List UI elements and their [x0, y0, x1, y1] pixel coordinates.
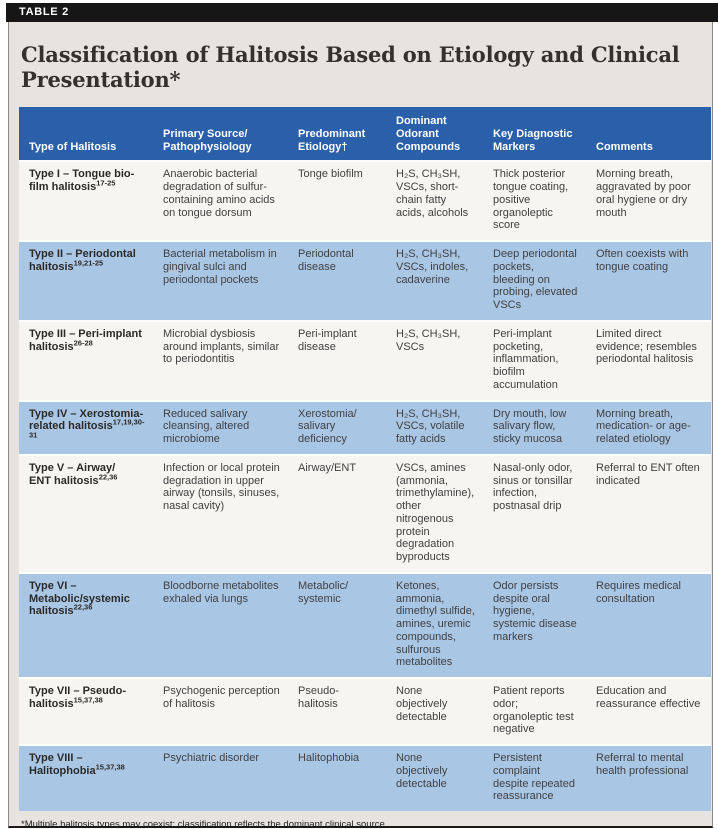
cell-type: Type III – Peri-implant halitosis26-28 [19, 319, 153, 400]
cell-comments: Morning breath, aggravated by poor oral … [586, 160, 711, 240]
col-header-comments: Comments [586, 107, 711, 161]
col-header-type-of-halitosis: Type of Halitosis [19, 107, 153, 161]
cell-source: Anaerobic bacterial degradation of sulfu… [153, 160, 288, 240]
type-label: Type VIII – Halitophobia [29, 752, 96, 777]
cell-compounds: None objectively detectable [386, 744, 483, 811]
col-header-key-diagnostic-markers: Key Diagnostic Markers [483, 107, 586, 161]
cell-source: Bacterial metabolism in gingival sulci a… [153, 240, 288, 320]
cell-compounds: None objectively detectable [386, 677, 483, 744]
cell-comments: Education and reassurance effective [586, 677, 711, 744]
type-label: Type VII – Pseudo-halitosis [29, 685, 126, 710]
cell-markers: Odor persists despite oral hygiene, syst… [483, 571, 586, 677]
reference-superscript: 17-25 [96, 178, 116, 188]
cell-source: Infection or local protein degradation i… [153, 453, 288, 572]
reference-superscript: 22,36 [73, 602, 93, 612]
type-label: Type IV – Xerostomia-related halitosis [29, 407, 144, 433]
cell-type: Type VIII – Halitophobia15,37,38 [19, 744, 153, 811]
cell-etiology: Periodontal disease [288, 240, 386, 320]
cell-type: Type I – Tongue bio-film halitosis17-25 [19, 160, 153, 240]
cell-markers: Deep periodontal pockets, bleeding on pr… [483, 240, 586, 320]
cell-markers: Nasal-only odor, sinus or tonsillar infe… [483, 453, 586, 572]
table-footnotes: *Multiple halitosis types may coexist; c… [21, 818, 701, 828]
cell-etiology: Tonge biofilm [288, 160, 386, 240]
table-row-type-2: Type II – Periodontal halitosis19,21-25 … [19, 240, 711, 320]
table-row-type-8: Type VIII – Halitophobia15,37,38 Psychia… [19, 744, 711, 811]
cell-comments: Referral to ENT often indicated [586, 453, 711, 572]
cell-compounds: H₂S, CH₃SH, VSCs, indoles, cadaverine [386, 240, 483, 320]
type-label: Type I – Tongue bio-film halitosis [29, 168, 135, 193]
cell-etiology: Metabolic/ systemic [288, 571, 386, 677]
reference-superscript: 15,37,38 [73, 695, 103, 705]
cell-etiology: Xerostomia/ salivary deficiency [288, 399, 386, 454]
table-title: Classification of Halitosis Based on Eti… [21, 42, 680, 92]
table-kicker-label: TABLE 2 [19, 6, 69, 18]
table-kicker-bar: TABLE 2 [6, 3, 718, 22]
cell-comments: Limited direct evidence; resembles perio… [586, 319, 711, 400]
table-row-type-4: Type IV – Xerostomia-related halitosis17… [19, 399, 711, 454]
table-row-type-7: Type VII – Pseudo-halitosis15,37,38 Psyc… [19, 677, 711, 744]
cell-source: Psychogenic perception of halitosis [153, 677, 288, 744]
cell-etiology: Halitophobia [288, 744, 386, 811]
type-label: Type II – Periodontal halitosis [29, 248, 136, 273]
cell-source: Psychiatric disorder [153, 744, 288, 811]
col-header-predominant-etiology: Predominant Etiology† [288, 107, 386, 161]
table-header: Type of Halitosis Primary Source/ Pathop… [19, 107, 711, 161]
type-label: Type V – Airway/ ENT halitosis [29, 461, 116, 487]
reference-superscript: 19,21-25 [73, 258, 104, 268]
cell-markers: Peri-implant pocketing, inflammation, bi… [483, 319, 586, 400]
cell-compounds: H₂S, CH₃SH, VSCs, short-chain fatty acid… [386, 160, 483, 240]
cell-compounds: VSCs, amines (ammonia, trimethylamine), … [386, 453, 483, 572]
cell-compounds: H₂S, CH₃SH, VSCs [386, 319, 483, 400]
cell-etiology: Airway/ENT [288, 453, 386, 572]
cell-compounds: Ketones, ammonia, dimethyl sulfide, amin… [386, 571, 483, 677]
reference-superscript: 26-28 [73, 337, 93, 347]
cell-comments: Morning breath, medication- or age-relat… [586, 399, 711, 454]
cell-type: Type V – Airway/ ENT halitosis22,36 [19, 453, 153, 572]
type-label: Type III – Peri-implant halitosis [29, 327, 142, 353]
cell-compounds: H₂S, CH₃SH, VSCs, volatile fatty acids [386, 399, 483, 454]
table-body: Type I – Tongue bio-film halitosis17-25 … [19, 160, 711, 811]
table-row-type-3: Type III – Peri-implant halitosis26-28 M… [19, 319, 711, 400]
cell-markers: Persistent complaint despite repeated re… [483, 744, 586, 811]
header-row: Type of Halitosis Primary Source/ Pathop… [19, 107, 711, 161]
footnote-asterisk: *Multiple halitosis types may coexist; c… [21, 819, 388, 828]
cell-type: Type VI – Metabolic/systemic halitosis22… [19, 571, 153, 677]
figure-body: Classification of Halitosis Based on Eti… [8, 22, 713, 828]
cell-source: Reduced salivary cleansing, altered micr… [153, 399, 288, 454]
reference-superscript: 15,37,38 [95, 762, 125, 772]
cell-source: Microbial dysbiosis around implants, sim… [153, 319, 288, 400]
table-row-type-1: Type I – Tongue bio-film halitosis17-25 … [19, 160, 711, 240]
cell-comments: Requires medical consultation [586, 571, 711, 677]
col-header-primary-source: Primary Source/ Pathophysiology [153, 107, 288, 161]
reference-superscript: 22,36 [98, 471, 118, 481]
cell-markers: Thick posterior tongue coating, positive… [483, 160, 586, 240]
cell-markers: Patient reports odor; organoleptic test … [483, 677, 586, 744]
cell-type: Type IV – Xerostomia-related halitosis17… [19, 399, 153, 454]
cell-markers: Dry mouth, low salivary flow, sticky muc… [483, 399, 586, 454]
cell-comments: Referral to mental health professional [586, 744, 711, 811]
cell-type: Type II – Periodontal halitosis19,21-25 [19, 240, 153, 320]
table-row-type-5: Type V – Airway/ ENT halitosis22,36 Infe… [19, 453, 711, 572]
cell-source: Bloodborne metabolites exhaled via lungs [153, 571, 288, 677]
reference-superscript: 17,19,30-31 [29, 417, 145, 440]
table-row-type-6: Type VI – Metabolic/systemic halitosis22… [19, 571, 711, 677]
cell-etiology: Peri-implant disease [288, 319, 386, 400]
halitosis-classification-table: Type of Halitosis Primary Source/ Pathop… [19, 107, 711, 811]
type-label: Type VI – Metabolic/systemic halitosis [29, 579, 130, 618]
cell-comments: Often coexists with tongue coating [586, 240, 711, 320]
cell-etiology: Pseudo-halitosis [288, 677, 386, 744]
col-header-dominant-odorant-compounds: Dominant Odorant Compounds [386, 107, 483, 161]
cell-type: Type VII – Pseudo-halitosis15,37,38 [19, 677, 153, 744]
